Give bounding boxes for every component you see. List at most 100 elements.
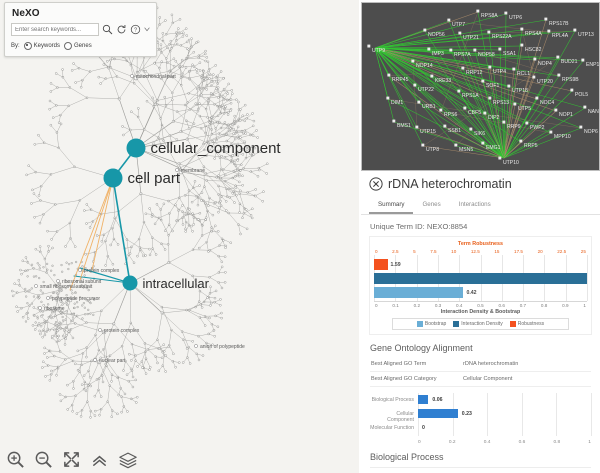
bar-value: 1.59	[390, 261, 401, 268]
svg-text:cellular_component: cellular_component	[151, 140, 282, 157]
svg-text:IMP3: IMP3	[432, 51, 444, 57]
svg-text:UTP18: UTP18	[512, 88, 528, 94]
tick-label: 0.5	[477, 303, 484, 308]
svg-text:UTP10: UTP10	[503, 160, 519, 166]
search-panel[interactable]: NeXO ? By: Keywor	[4, 2, 157, 57]
graph-toolbar[interactable]	[6, 450, 137, 469]
svg-text:DIP2: DIP2	[488, 115, 499, 121]
legend-item: Bootstrap	[416, 321, 447, 327]
svg-text:NOC4: NOC4	[540, 100, 554, 106]
svg-text:NOP6: NOP6	[584, 129, 598, 135]
search-icon[interactable]	[102, 24, 113, 35]
help-icon[interactable]: ?	[130, 24, 141, 35]
ontology-graph[interactable]: mitochondrial part membrane protein comple…	[0, 0, 359, 473]
legend-label: Interaction Density	[461, 321, 503, 327]
category-label: Cellular Component	[387, 411, 414, 423]
tick-label: 0.2	[413, 303, 420, 308]
search-row[interactable]: ?	[11, 23, 150, 36]
layers-icon[interactable]	[118, 450, 137, 469]
interaction-network-panel[interactable]: UTP9 RPS8A UTP6 UTP7 RPS17B NOP56 UTP21 RPS22A R…	[361, 2, 600, 171]
radio-genes[interactable]: Genes	[64, 42, 92, 50]
svg-text:ENP1: ENP1	[586, 62, 599, 68]
radio-keywords[interactable]: Keywords	[23, 42, 60, 50]
bar-value: 0.06	[432, 396, 443, 403]
search-input[interactable]	[11, 23, 99, 36]
tick-label: 0	[418, 440, 421, 445]
svg-text:UTP22: UTP22	[418, 87, 434, 93]
svg-text:RPS7A: RPS7A	[454, 52, 471, 58]
legend-label: Robustness	[517, 321, 545, 327]
collapse-icon[interactable]	[90, 450, 109, 469]
bar-value: 0	[422, 424, 425, 431]
svg-text:mitochondrial part: mitochondrial part	[136, 74, 176, 80]
tick-label: 1	[588, 440, 591, 445]
svg-text:PWP2: PWP2	[530, 125, 545, 131]
radio-genes-dot[interactable]	[64, 42, 73, 50]
search-filter-row[interactable]: By: Keywords Genes	[11, 42, 150, 50]
table-row: Best Aligned GO Category Cellular Compon…	[370, 372, 591, 387]
tab-summary[interactable]: Summary	[369, 197, 414, 214]
go-alignment-table: Best Aligned GO Term rDNA heterochromati…	[370, 357, 591, 387]
network-gene-labels: UTP9 RPS8A UTP6 UTP7 RPS17B NOP56 UTP21 RPS22A R…	[372, 13, 599, 166]
gridline	[556, 393, 558, 436]
zoom-out-icon[interactable]	[34, 450, 53, 469]
svg-text:HSC82: HSC82	[525, 47, 542, 53]
svg-text:RPS17B: RPS17B	[549, 21, 569, 27]
tick-label: 17.5	[514, 249, 523, 254]
detail-tabs[interactable]: Summary Genes Interactions	[361, 197, 600, 215]
svg-text:RPS4A: RPS4A	[525, 31, 542, 37]
chart-title-robustness: Term Robustness	[457, 241, 504, 247]
svg-text:UTP20: UTP20	[537, 79, 553, 85]
tick-label: 7.5	[430, 249, 437, 254]
svg-text:RRP5: RRP5	[524, 143, 538, 149]
radio-genes-label: Genes	[74, 43, 92, 49]
svg-text:UTP9: UTP9	[372, 48, 385, 54]
term-detail-panel[interactable]: rDNA heterochromatin Summary Genes Inter…	[361, 171, 600, 473]
tick-label: 0.6	[518, 440, 526, 445]
svg-text:UTP6: UTP6	[509, 15, 522, 21]
tick-label: 0.8	[540, 303, 548, 308]
go-alignment-chart: Biological Process 0.06 Cellular Component…	[370, 393, 592, 445]
svg-text:NOP58: NOP58	[478, 52, 495, 58]
interaction-network-graph[interactable]: UTP9 RPS8A UTP6 UTP7 RPS17B NOP56 UTP21 RPS22A R…	[362, 3, 599, 170]
gridline	[487, 393, 489, 436]
category-label: Molecular Function	[370, 425, 414, 431]
svg-text:UTP13: UTP13	[578, 32, 594, 38]
category-label: Biological Process	[371, 397, 414, 403]
go-section-title: Gene Ontology Alignment	[370, 343, 473, 353]
go-value: Cellular Component	[463, 376, 513, 382]
tick-label: 0.9	[562, 303, 569, 308]
svg-text:MPP10: MPP10	[554, 134, 571, 140]
svg-text:polypeptide precursor: polypeptide precursor	[52, 296, 100, 302]
chart-top-axis: 0 2.5 5 7.5 10 12.5 15 17.5 20 22.5 25	[374, 249, 587, 255]
fit-screen-icon[interactable]	[62, 450, 81, 469]
tab-interactions[interactable]: Interactions	[458, 201, 491, 208]
svg-text:URB1: URB1	[422, 104, 436, 110]
close-icon[interactable]	[369, 177, 383, 191]
chevron-down-icon[interactable]	[144, 24, 150, 35]
svg-text:intracellular: intracellular	[143, 276, 210, 291]
term-id: Unique Term ID: NEXO:8854	[370, 222, 468, 231]
svg-text:NOP14: NOP14	[416, 63, 433, 69]
ontology-graph-panel[interactable]: mitochondrial part membrane protein comple…	[0, 0, 359, 473]
tab-genes[interactable]: Genes	[422, 201, 441, 208]
bar-bootstrap	[374, 287, 464, 298]
legend-label: Bootstrap	[424, 321, 447, 327]
radio-keywords-dot[interactable]	[23, 42, 32, 50]
chart-bottom-axis: 0 0.1 0.2 0.3 0.4 0.5 0.6 0.7 0.8 0.9 1	[374, 302, 587, 308]
graph-node-labels: mitochondrial part membrane protein comple…	[34, 74, 245, 364]
page-title: rDNA heterochromatin	[388, 177, 512, 191]
svg-text:KRE33: KRE33	[435, 78, 451, 84]
svg-text:NOP4: NOP4	[538, 61, 552, 67]
svg-text:SOF1: SOF1	[486, 83, 499, 89]
svg-text:UTP21: UTP21	[463, 35, 479, 41]
svg-text:RPS9B: RPS9B	[562, 77, 579, 83]
refresh-icon[interactable]	[116, 24, 127, 35]
svg-text:BMS1: BMS1	[397, 123, 411, 129]
zoom-in-icon[interactable]	[6, 450, 25, 469]
legend-item: Interaction Density	[453, 321, 503, 327]
table-row: Best Aligned GO Term rDNA heterochromati…	[370, 357, 591, 372]
svg-text:SIK6: SIK6	[474, 131, 485, 137]
legend-swatch	[509, 321, 516, 327]
svg-text:POL5: POL5	[575, 92, 588, 98]
